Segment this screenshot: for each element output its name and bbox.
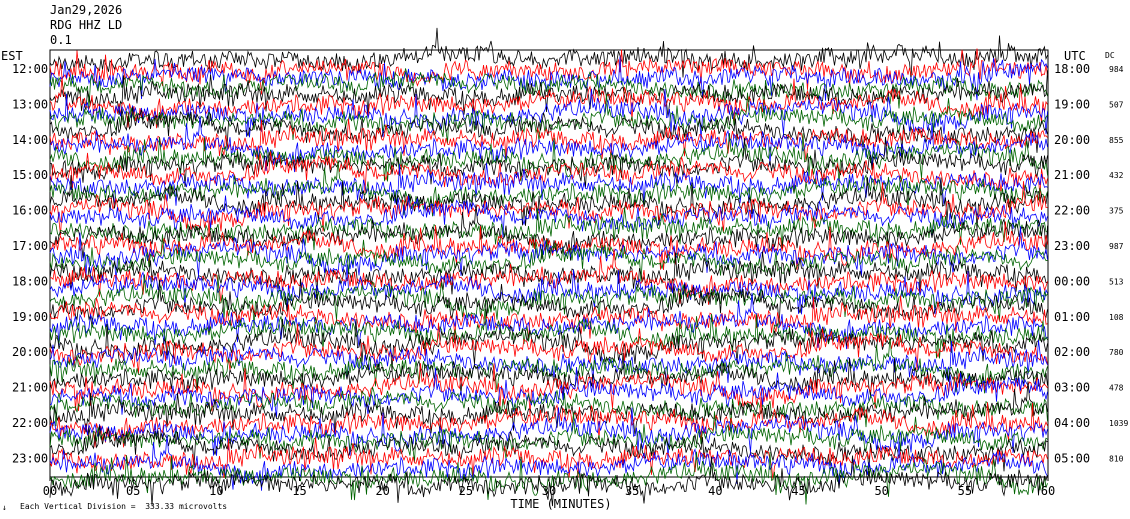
local-hour-label: 20:00 [12, 345, 48, 359]
x-axis-label: TIME (MINUTES) [510, 497, 611, 511]
utc-hour-label: 03:00 [1054, 381, 1090, 395]
trace-group [49, 27, 1048, 507]
scale-mark-icon: ↓ [2, 503, 7, 512]
x-tick-label: 00 [43, 484, 57, 498]
dc-offset-label: 810 [1109, 454, 1124, 463]
x-tick-label: 60 [1041, 484, 1055, 498]
dc-header-label: DC [1105, 51, 1115, 60]
trace-line [49, 339, 1048, 384]
trace-line [49, 295, 1048, 340]
trace-line [49, 76, 1048, 129]
local-hour-label: 12:00 [12, 62, 48, 76]
trace-line [49, 92, 1048, 144]
x-tick-label: 05 [126, 484, 140, 498]
trace-line [49, 48, 1048, 95]
trace-line [49, 397, 1048, 448]
trace-line [49, 308, 1048, 359]
utc-hour-label: 05:00 [1054, 451, 1090, 465]
trace-line [49, 407, 1048, 461]
utc-hour-label: 19:00 [1054, 97, 1090, 111]
dc-offset-label: 1039 [1109, 419, 1128, 428]
trace-line [49, 264, 1048, 315]
local-hour-label: 21:00 [12, 381, 48, 395]
dc-offset-label: 478 [1109, 384, 1124, 393]
dc-offset-label: 855 [1109, 136, 1124, 145]
local-hour-label: 13:00 [12, 97, 48, 111]
left-timezone-label: EST [1, 49, 23, 63]
local-hour-label: 14:00 [12, 133, 48, 147]
trace-line [49, 437, 1048, 481]
trace-line [49, 160, 1048, 217]
utc-hour-label: 21:00 [1054, 168, 1090, 182]
trace-line [49, 386, 1048, 429]
x-tick-label: 10 [209, 484, 223, 498]
local-hour-label: 18:00 [12, 274, 48, 288]
trace-line [49, 136, 1048, 188]
utc-hour-label: 00:00 [1054, 274, 1090, 288]
x-tick-label: 25 [459, 484, 473, 498]
trace-line [49, 251, 1048, 296]
local-hour-label: 17:00 [12, 239, 48, 253]
dc-offset-label: 513 [1109, 277, 1124, 286]
trace-line [49, 27, 1048, 80]
vertical-division-note: Each Vertical Division = 333.33 microvol… [20, 502, 228, 511]
utc-hour-label: 18:00 [1054, 62, 1090, 76]
trace-line [49, 88, 1048, 142]
right-timezone-label: UTC [1064, 49, 1086, 63]
x-tick-label: 40 [708, 484, 722, 498]
dc-offset-label: 432 [1109, 171, 1124, 180]
local-hour-label: 19:00 [12, 310, 48, 324]
dc-offset-label: 507 [1109, 100, 1124, 109]
utc-hour-label: 01:00 [1054, 310, 1090, 324]
trace-line [49, 220, 1048, 271]
utc-hour-label: 04:00 [1054, 416, 1090, 430]
trace-line [49, 363, 1048, 417]
x-tick-label: 50 [874, 484, 888, 498]
x-tick-label: 20 [375, 484, 389, 498]
trace-line [49, 322, 1048, 374]
scale-note: 0.1 [50, 33, 72, 47]
local-hour-label: 16:00 [12, 204, 48, 218]
trace-line [49, 151, 1048, 197]
trace-line [49, 274, 1048, 328]
utc-hour-label: 20:00 [1054, 133, 1090, 147]
trace-line [49, 56, 1048, 101]
chart-date: Jan29,2026 [50, 3, 123, 17]
dc-offset-label: 984 [1109, 65, 1124, 74]
utc-hour-label: 23:00 [1054, 239, 1090, 253]
trace-line [49, 318, 1048, 372]
trace-line [49, 455, 1048, 507]
utc-hour-label: 02:00 [1054, 345, 1090, 359]
trace-line [49, 366, 1048, 418]
x-tick-label: 15 [292, 484, 306, 498]
trace-line [49, 234, 1048, 282]
trace-line [49, 204, 1048, 261]
x-tick-label: 55 [958, 484, 972, 498]
trace-line [49, 352, 1048, 398]
local-hour-label: 22:00 [12, 416, 48, 430]
station-code: RDG HHZ LD [50, 18, 123, 32]
trace-line [49, 337, 1048, 394]
trace-line [49, 118, 1048, 162]
trace-line [49, 195, 1048, 238]
trace-line [49, 107, 1048, 154]
utc-hour-label: 22:00 [1054, 204, 1090, 218]
dc-offset-label: 375 [1109, 207, 1124, 216]
trace-line [49, 226, 1048, 285]
x-tick-label: 45 [791, 484, 805, 498]
trace-line [49, 425, 1048, 473]
trace-line [49, 162, 1048, 207]
dc-offset-label: 780 [1109, 348, 1124, 357]
local-hour-label: 15:00 [12, 168, 48, 182]
x-tick-label: 35 [625, 484, 639, 498]
dc-offset-label: 987 [1109, 242, 1124, 251]
local-hour-label: 23:00 [12, 451, 48, 465]
dc-offset-label: 108 [1109, 313, 1124, 322]
x-tick-label: 30 [542, 484, 556, 498]
trace-line [49, 381, 1048, 436]
trace-line [49, 115, 1048, 173]
